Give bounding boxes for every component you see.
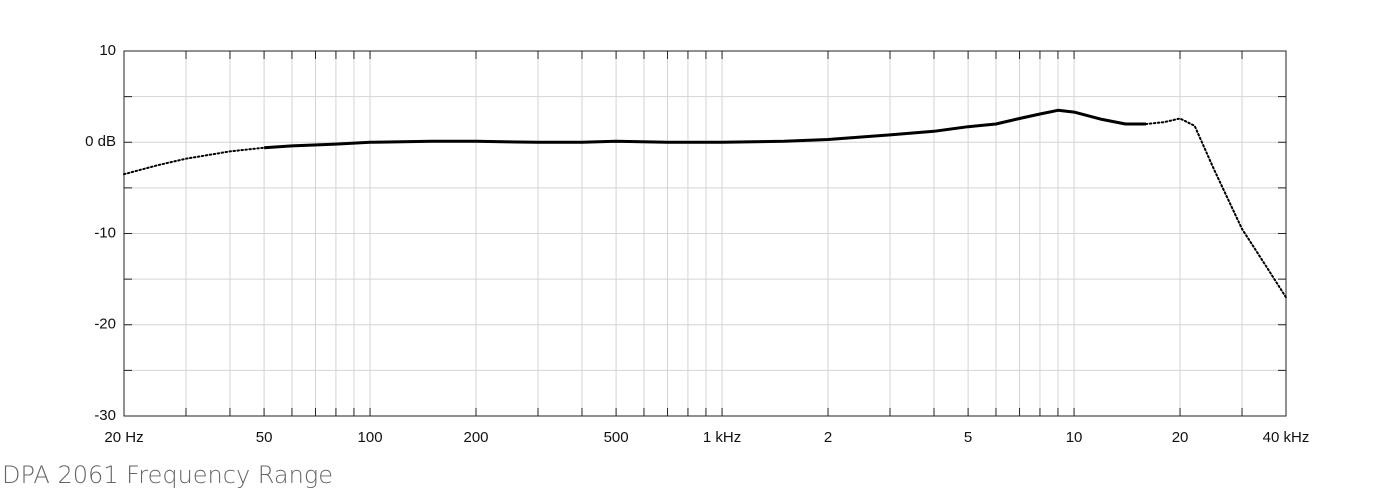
plot-frame	[123, 50, 1287, 417]
x-tick-label: 10	[1066, 429, 1083, 446]
x-tick-label: 20 Hz	[104, 429, 143, 446]
x-tick-label: 50	[256, 429, 273, 446]
x-tick-label: 40 kHz	[1263, 429, 1310, 446]
y-tick-label: -10	[94, 224, 116, 241]
y-tick-label: 10	[99, 42, 116, 59]
x-tick-label: 2	[824, 429, 832, 446]
x-tick-label: 20	[1172, 429, 1189, 446]
chart-title: DPA 2061 Frequency Range	[2, 461, 333, 489]
x-tick-label: 500	[604, 429, 629, 446]
x-tick-label: 5	[964, 429, 972, 446]
y-tick-label: 0 dB	[85, 133, 116, 150]
response-line	[264, 108, 1146, 150]
response-line	[123, 117, 1287, 299]
y-tick-label: -20	[94, 316, 116, 333]
x-tick-label: 100	[358, 429, 383, 446]
y-tick-label: -30	[94, 407, 116, 424]
x-tick-label: 200	[463, 429, 488, 446]
x-tick-label: 1 kHz	[703, 429, 741, 446]
